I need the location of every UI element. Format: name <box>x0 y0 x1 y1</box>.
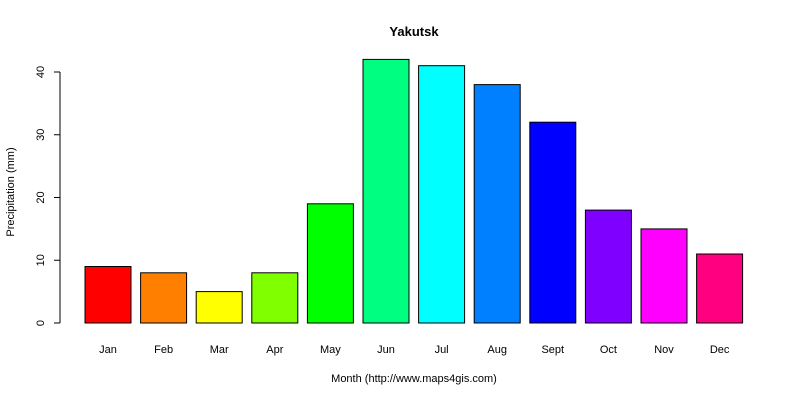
y-tick-label: 20 <box>35 191 47 203</box>
x-tick-label: May <box>320 344 341 356</box>
y-tick-label: 30 <box>35 129 47 141</box>
y-tick-label: 0 <box>35 320 47 326</box>
x-tick-label: Jun <box>377 344 395 356</box>
bar-sept <box>529 121 577 324</box>
x-tick-label: Aug <box>487 344 507 356</box>
bar-feb <box>140 272 188 324</box>
y-tick-label: 10 <box>35 254 47 266</box>
x-axis-label: Month (http://www.maps4gis.com) <box>331 373 497 385</box>
x-tick-label: Sept <box>541 344 564 356</box>
x-tick-label: Oct <box>600 344 617 356</box>
x-tick-labels: Jan Feb Mar Apr May Jun Jul Aug Sept Oct Nov Dec <box>99 344 730 356</box>
bar-apr <box>251 272 299 324</box>
x-tick-label: Nov <box>654 344 674 356</box>
bar-mar <box>195 291 243 324</box>
y-tick-label: 40 <box>35 66 47 78</box>
bar-jun <box>362 58 410 324</box>
x-tick-label: Apr <box>266 344 283 356</box>
y-axis: 0 10 20 30 40 <box>35 66 61 326</box>
bars-group <box>84 58 744 324</box>
bar-jan <box>84 266 132 324</box>
x-tick-label: Jan <box>99 344 117 356</box>
bar-may <box>306 203 354 324</box>
x-tick-label: Jul <box>435 344 449 356</box>
bar-jul <box>418 65 466 324</box>
bar-dec <box>696 253 744 324</box>
bar-aug <box>473 84 521 324</box>
x-tick-label: Mar <box>210 344 229 356</box>
chart-title: Yakutsk <box>389 24 439 39</box>
bar-nov <box>640 228 688 324</box>
x-tick-label: Feb <box>154 344 173 356</box>
bar-oct <box>584 209 632 324</box>
y-axis-label: Precipitation (mm) <box>5 147 17 236</box>
x-tick-label: Dec <box>710 344 730 356</box>
